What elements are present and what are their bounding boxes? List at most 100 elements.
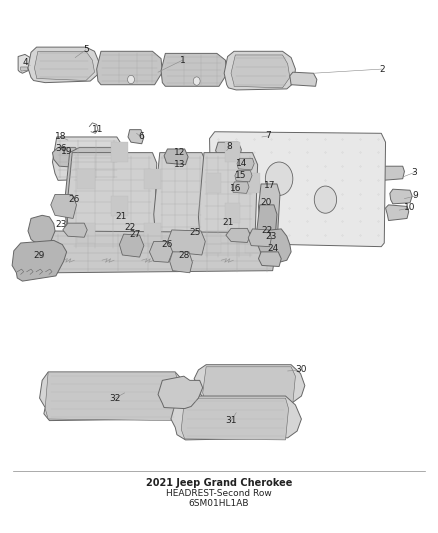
Text: 8: 8: [227, 142, 233, 151]
Polygon shape: [97, 51, 162, 85]
Polygon shape: [12, 240, 67, 281]
Polygon shape: [45, 372, 178, 421]
Text: 9: 9: [413, 191, 418, 200]
Polygon shape: [111, 142, 128, 162]
Text: 14: 14: [236, 159, 247, 167]
Text: 20: 20: [261, 198, 272, 207]
Polygon shape: [215, 142, 241, 158]
Polygon shape: [28, 215, 55, 245]
Text: 10: 10: [404, 204, 416, 213]
Polygon shape: [18, 54, 30, 73]
Polygon shape: [224, 51, 295, 90]
Polygon shape: [149, 241, 173, 262]
Polygon shape: [258, 252, 281, 266]
Polygon shape: [258, 229, 291, 262]
Text: 13: 13: [174, 160, 185, 169]
Text: 15: 15: [235, 171, 246, 180]
Circle shape: [193, 77, 200, 85]
Polygon shape: [290, 72, 317, 86]
Polygon shape: [67, 152, 157, 254]
Text: 3: 3: [411, 168, 417, 177]
Text: 18: 18: [55, 133, 67, 141]
Polygon shape: [248, 229, 272, 247]
Polygon shape: [203, 367, 295, 403]
Text: 6SM01HL1AB: 6SM01HL1AB: [189, 498, 249, 507]
Polygon shape: [167, 230, 205, 255]
Polygon shape: [257, 205, 277, 252]
Text: 23: 23: [266, 232, 277, 241]
Text: 32: 32: [110, 394, 121, 402]
Text: 4: 4: [22, 58, 28, 67]
Polygon shape: [39, 372, 188, 421]
Polygon shape: [231, 55, 290, 88]
Text: 7: 7: [265, 132, 271, 140]
Polygon shape: [198, 152, 258, 261]
Text: 2021 Jeep Grand Cherokee: 2021 Jeep Grand Cherokee: [146, 478, 292, 488]
Polygon shape: [154, 152, 206, 257]
Polygon shape: [181, 398, 289, 440]
Text: 19: 19: [61, 147, 72, 156]
Polygon shape: [235, 171, 252, 182]
Polygon shape: [158, 376, 203, 409]
Polygon shape: [226, 203, 240, 223]
Polygon shape: [21, 67, 28, 71]
Polygon shape: [171, 396, 301, 440]
Polygon shape: [226, 228, 251, 243]
Text: 30: 30: [296, 366, 307, 374]
Polygon shape: [78, 223, 95, 243]
Text: 25: 25: [190, 228, 201, 237]
Polygon shape: [144, 223, 161, 243]
Polygon shape: [53, 137, 121, 180]
Polygon shape: [170, 252, 192, 273]
Polygon shape: [53, 148, 81, 167]
Polygon shape: [64, 148, 121, 248]
Polygon shape: [390, 189, 412, 204]
Text: 22: 22: [261, 227, 273, 236]
Circle shape: [265, 162, 293, 196]
Text: HEADREST-Second Row: HEADREST-Second Row: [166, 489, 272, 498]
Text: 12: 12: [174, 148, 185, 157]
Text: 21: 21: [223, 217, 234, 227]
Text: 26: 26: [161, 240, 172, 249]
Text: 24: 24: [267, 244, 278, 253]
Polygon shape: [206, 233, 221, 254]
Text: 26: 26: [68, 195, 80, 204]
Text: 6: 6: [138, 133, 144, 141]
Polygon shape: [245, 173, 260, 192]
Circle shape: [314, 186, 337, 213]
Polygon shape: [51, 195, 77, 219]
Polygon shape: [164, 149, 188, 165]
Polygon shape: [128, 130, 144, 144]
Polygon shape: [144, 169, 161, 189]
Text: 21: 21: [116, 212, 127, 221]
Polygon shape: [63, 223, 87, 237]
Text: 2: 2: [379, 64, 385, 74]
Text: 5: 5: [83, 45, 89, 54]
Polygon shape: [161, 53, 227, 86]
Polygon shape: [237, 158, 254, 170]
Polygon shape: [120, 234, 144, 257]
Polygon shape: [209, 132, 385, 247]
Polygon shape: [226, 142, 240, 162]
Text: 29: 29: [33, 251, 44, 260]
Text: 28: 28: [178, 251, 190, 260]
Text: 27: 27: [130, 230, 141, 239]
Text: 16: 16: [230, 184, 241, 192]
Circle shape: [127, 75, 134, 84]
Polygon shape: [380, 166, 404, 180]
Polygon shape: [28, 47, 99, 83]
Polygon shape: [46, 231, 277, 273]
Text: 11: 11: [92, 125, 104, 134]
Polygon shape: [194, 365, 305, 403]
Polygon shape: [245, 233, 260, 254]
Polygon shape: [206, 173, 221, 192]
Polygon shape: [35, 51, 95, 80]
Polygon shape: [78, 169, 95, 189]
Polygon shape: [385, 205, 409, 221]
Text: 22: 22: [124, 223, 135, 232]
Text: 31: 31: [225, 416, 237, 425]
Text: 1: 1: [180, 55, 185, 64]
Text: 17: 17: [264, 181, 276, 190]
Polygon shape: [232, 182, 249, 193]
Text: 23: 23: [55, 220, 67, 229]
